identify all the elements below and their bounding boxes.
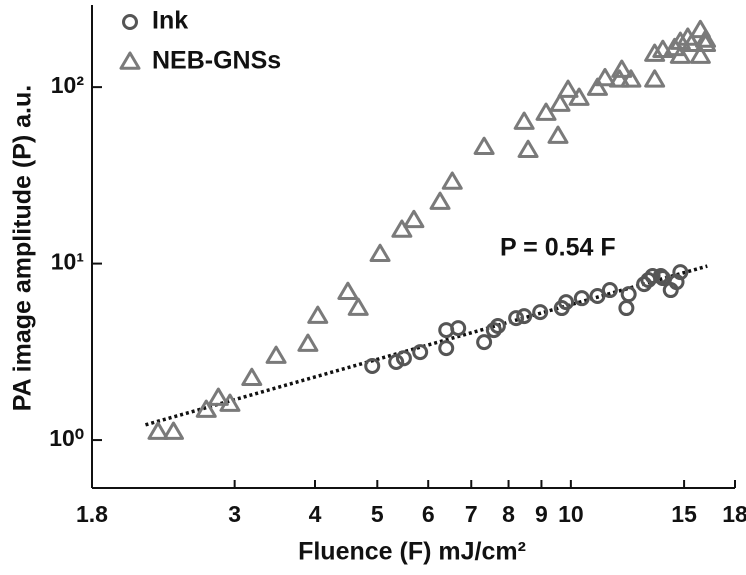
point	[516, 308, 533, 325]
point	[147, 421, 169, 440]
point	[388, 353, 405, 370]
x-tick-label: 10	[558, 501, 584, 527]
x-tick-label: 18	[722, 501, 746, 527]
point	[207, 387, 229, 406]
point	[307, 305, 329, 324]
point	[549, 93, 571, 112]
point	[395, 350, 412, 367]
point	[608, 69, 630, 88]
point	[558, 294, 575, 311]
point	[620, 286, 637, 303]
point	[557, 79, 579, 98]
point	[517, 139, 539, 159]
point	[441, 171, 463, 190]
x-tick-label: 3	[228, 501, 241, 527]
legend-label: NEB-GNSs	[152, 47, 281, 75]
point	[162, 421, 184, 440]
point	[473, 136, 495, 155]
point	[364, 357, 381, 374]
point	[644, 268, 661, 285]
y-tick-label: 10¹	[51, 249, 84, 275]
point	[450, 320, 467, 337]
point	[672, 264, 689, 281]
point	[636, 276, 653, 293]
point	[611, 59, 633, 78]
x-tick-label: 6	[422, 501, 435, 527]
point	[644, 43, 666, 62]
point	[689, 19, 711, 39]
legend-marker	[119, 51, 141, 70]
point	[438, 340, 455, 357]
point	[594, 67, 616, 87]
point	[618, 300, 635, 317]
point	[689, 45, 711, 64]
point	[429, 191, 451, 210]
legend-label: Ink	[152, 7, 188, 35]
x-tick-label: 7	[465, 501, 478, 527]
point	[403, 209, 425, 229]
legend-marker	[122, 14, 138, 30]
point	[391, 219, 413, 238]
point	[695, 29, 717, 48]
y-tick-label: 10²	[51, 72, 85, 98]
point	[586, 77, 608, 96]
point	[412, 344, 429, 361]
point	[265, 345, 287, 364]
x-tick-label: 1.8	[76, 501, 108, 527]
x-axis-label: Fluence (F) mJ/cm²	[298, 538, 526, 566]
x-tick-label: 8	[502, 501, 515, 527]
point	[513, 111, 535, 130]
point	[654, 270, 671, 287]
y-tick-label: 10⁰	[49, 425, 84, 451]
point	[547, 125, 569, 144]
point	[195, 399, 217, 418]
point	[485, 322, 502, 339]
fit-line	[145, 264, 708, 427]
point	[297, 333, 319, 352]
point	[644, 69, 666, 88]
x-tick-label: 15	[671, 501, 697, 527]
y-axis-label: PA image amplitude (P) a.u.	[9, 85, 37, 411]
point	[508, 310, 525, 327]
point	[568, 87, 590, 106]
point	[347, 297, 369, 316]
point	[241, 367, 263, 387]
point	[476, 334, 493, 351]
x-tick-label: 9	[535, 501, 548, 527]
point	[369, 243, 391, 263]
point	[601, 282, 618, 299]
point	[695, 33, 717, 53]
point	[337, 281, 359, 300]
point	[589, 288, 606, 305]
point	[219, 393, 241, 412]
x-tick-label: 4	[309, 501, 322, 527]
point	[669, 45, 691, 64]
point	[532, 304, 549, 321]
point	[680, 33, 702, 53]
annotation: P = 0.54 F	[500, 234, 616, 262]
point	[573, 290, 590, 307]
point	[489, 317, 506, 334]
point	[620, 69, 642, 88]
x-tick-label: 5	[371, 501, 384, 527]
point	[652, 268, 669, 285]
